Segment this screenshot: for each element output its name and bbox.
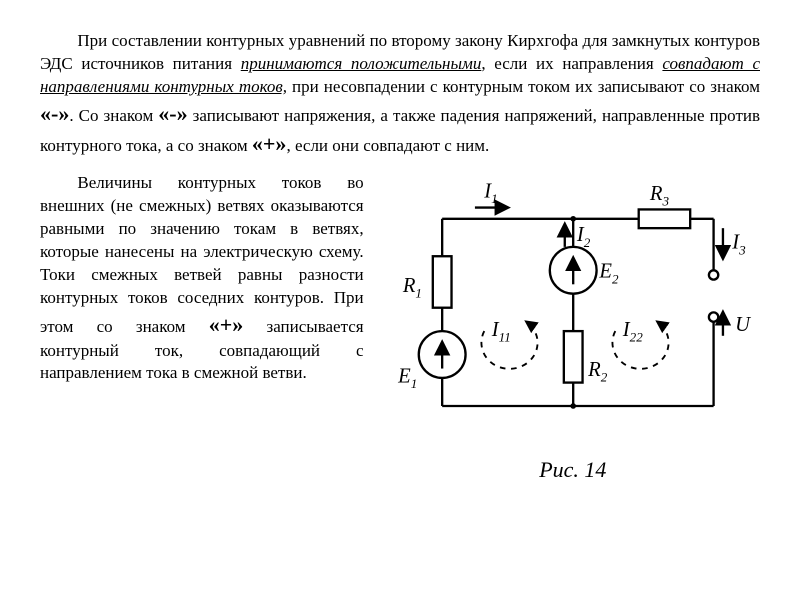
- paragraph-2: Величины контурных токов во внешних (не …: [40, 172, 364, 385]
- p2-plus: «+»: [209, 312, 244, 337]
- U-label: U: [735, 314, 751, 336]
- E2-sub: 2: [612, 272, 619, 287]
- R2-sub: 2: [600, 370, 607, 385]
- R3-sub: 3: [661, 194, 669, 209]
- p1b: , если их направления: [481, 54, 662, 73]
- p2a: Величины контурных токов во внешних (не …: [40, 173, 364, 336]
- svg-text:I22: I22: [621, 319, 642, 345]
- p1-u1: принимаются положительными: [241, 54, 482, 73]
- svg-text:R3: R3: [649, 183, 670, 209]
- svg-text:I11: I11: [490, 319, 510, 345]
- R1-sub: 1: [415, 286, 422, 301]
- paragraph-1: При составлении контурных уравнений по в…: [40, 30, 760, 158]
- svg-text:E2: E2: [598, 261, 619, 287]
- I1-sub: 1: [491, 191, 498, 206]
- E2-label: E: [598, 261, 612, 283]
- svg-text:I3: I3: [731, 232, 746, 258]
- circuit-diagram: I1 I2 I3 R1 R2 R3 E1 E2 I11 I22 U: [386, 172, 760, 453]
- E1-sub: 1: [410, 376, 417, 391]
- R3-label: R: [649, 183, 663, 205]
- I3-sub: 3: [738, 243, 746, 258]
- I22-sub: 22: [629, 330, 643, 345]
- figure-caption: Рис. 14: [386, 457, 760, 483]
- p1-minus1: «-»: [40, 101, 69, 126]
- p1c: при несовпадении с контурным током их за…: [287, 77, 760, 96]
- svg-text:I2: I2: [576, 224, 591, 250]
- I11-sub: 11: [498, 330, 510, 345]
- svg-text:E1: E1: [397, 366, 417, 392]
- R1-label: R: [401, 275, 415, 297]
- p1-minus2: «-»: [158, 101, 187, 126]
- svg-text:R2: R2: [587, 359, 608, 385]
- svg-text:I1: I1: [483, 180, 497, 206]
- p1-plus: «+»: [252, 131, 287, 156]
- p1f: , если они совпадают с ним.: [286, 136, 489, 155]
- svg-text:R1: R1: [401, 275, 421, 301]
- p1d: . Со знаком: [69, 106, 158, 125]
- E1-label: E: [397, 366, 411, 388]
- R2-label: R: [587, 359, 601, 381]
- I2-sub: 2: [583, 235, 590, 250]
